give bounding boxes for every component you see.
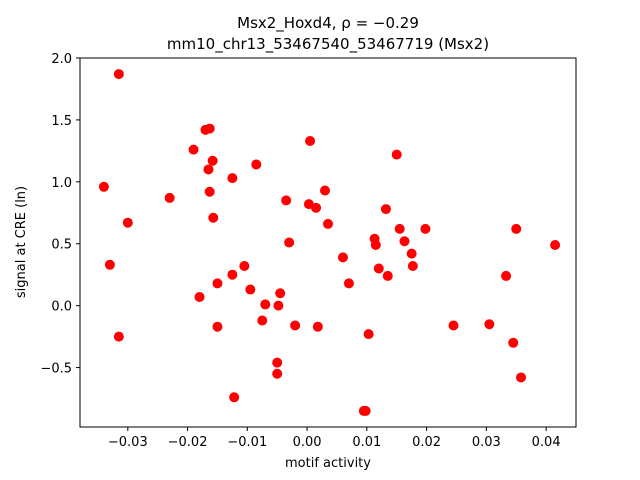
x-tick-label: −0.02 (168, 435, 208, 450)
data-point (260, 299, 271, 310)
data-point (511, 223, 522, 234)
x-tick-label: 0.04 (532, 435, 561, 450)
data-point (363, 329, 374, 340)
data-point (207, 155, 218, 166)
x-tick-label: 0.03 (472, 435, 501, 450)
x-tick-label: 0.02 (412, 435, 441, 450)
data-point (281, 195, 292, 206)
data-point (164, 192, 175, 203)
x-axis-ticks: −0.03 −0.02 −0.01 0.00 0.01 0.02 0.03 0.04 (108, 427, 561, 450)
y-tick-label: 0.0 (51, 300, 72, 315)
y-tick-label: −0.5 (40, 362, 72, 377)
data-point (284, 237, 295, 248)
data-point (399, 236, 410, 247)
data-point (448, 320, 459, 331)
y-tick-label: 1.0 (51, 176, 72, 191)
data-point (204, 186, 215, 197)
data-point (251, 159, 262, 170)
data-point (273, 300, 284, 311)
data-point (245, 284, 256, 295)
data-point (406, 248, 417, 259)
y-tick-label: 1.5 (51, 114, 72, 129)
data-point (212, 278, 223, 289)
data-point (501, 270, 512, 281)
data-point (343, 278, 354, 289)
data-point (227, 269, 238, 280)
data-point (407, 261, 418, 272)
data-point (382, 270, 393, 281)
chart-title-line2: mm10_chr13_53467540_53467719 (Msx2) (167, 35, 489, 54)
x-axis-label: motif activity (285, 456, 371, 471)
data-point (391, 149, 402, 160)
y-axis-ticks: −0.5 0.0 0.5 1.0 1.5 2.0 (40, 52, 80, 377)
data-point (229, 392, 240, 403)
data-point (305, 135, 316, 146)
data-point (272, 357, 283, 368)
data-point (516, 372, 527, 383)
data-point (113, 69, 124, 80)
data-point (227, 173, 238, 184)
data-point (208, 212, 219, 223)
data-point (508, 337, 519, 348)
x-tick-label: −0.01 (227, 435, 267, 450)
x-tick-label: 0.01 (352, 435, 381, 450)
y-axis-label: signal at CRE (ln) (14, 186, 29, 298)
data-point (194, 291, 205, 302)
data-point (113, 331, 124, 342)
y-tick-label: 0.5 (51, 238, 72, 253)
data-point (380, 204, 391, 215)
data-point (98, 181, 109, 192)
data-point (550, 239, 561, 250)
chart-title-line1: Msx2_Hoxd4, ρ = −0.29 (237, 14, 419, 33)
data-point (370, 239, 381, 250)
data-point (311, 202, 322, 213)
data-point (275, 288, 286, 299)
data-point (312, 321, 323, 332)
data-point (122, 217, 133, 228)
data-point (203, 164, 214, 175)
data-point (337, 252, 348, 263)
data-point (239, 261, 250, 272)
data-point (204, 123, 215, 134)
plot-area-frame (79, 57, 577, 428)
x-tick-label: −0.03 (108, 435, 148, 450)
data-point (484, 319, 495, 330)
data-point (360, 405, 371, 416)
data-point (290, 320, 301, 331)
data-point (373, 263, 384, 274)
data-point (420, 223, 431, 234)
data-points (98, 69, 561, 416)
data-point (320, 185, 331, 196)
data-point (188, 144, 199, 155)
data-point (394, 223, 405, 234)
x-tick-label: 0.00 (293, 435, 322, 450)
data-point (323, 218, 333, 229)
data-point (104, 259, 115, 270)
data-point (257, 315, 268, 326)
y-tick-label: 2.0 (51, 52, 72, 67)
data-point (272, 368, 283, 379)
data-point (212, 321, 223, 332)
